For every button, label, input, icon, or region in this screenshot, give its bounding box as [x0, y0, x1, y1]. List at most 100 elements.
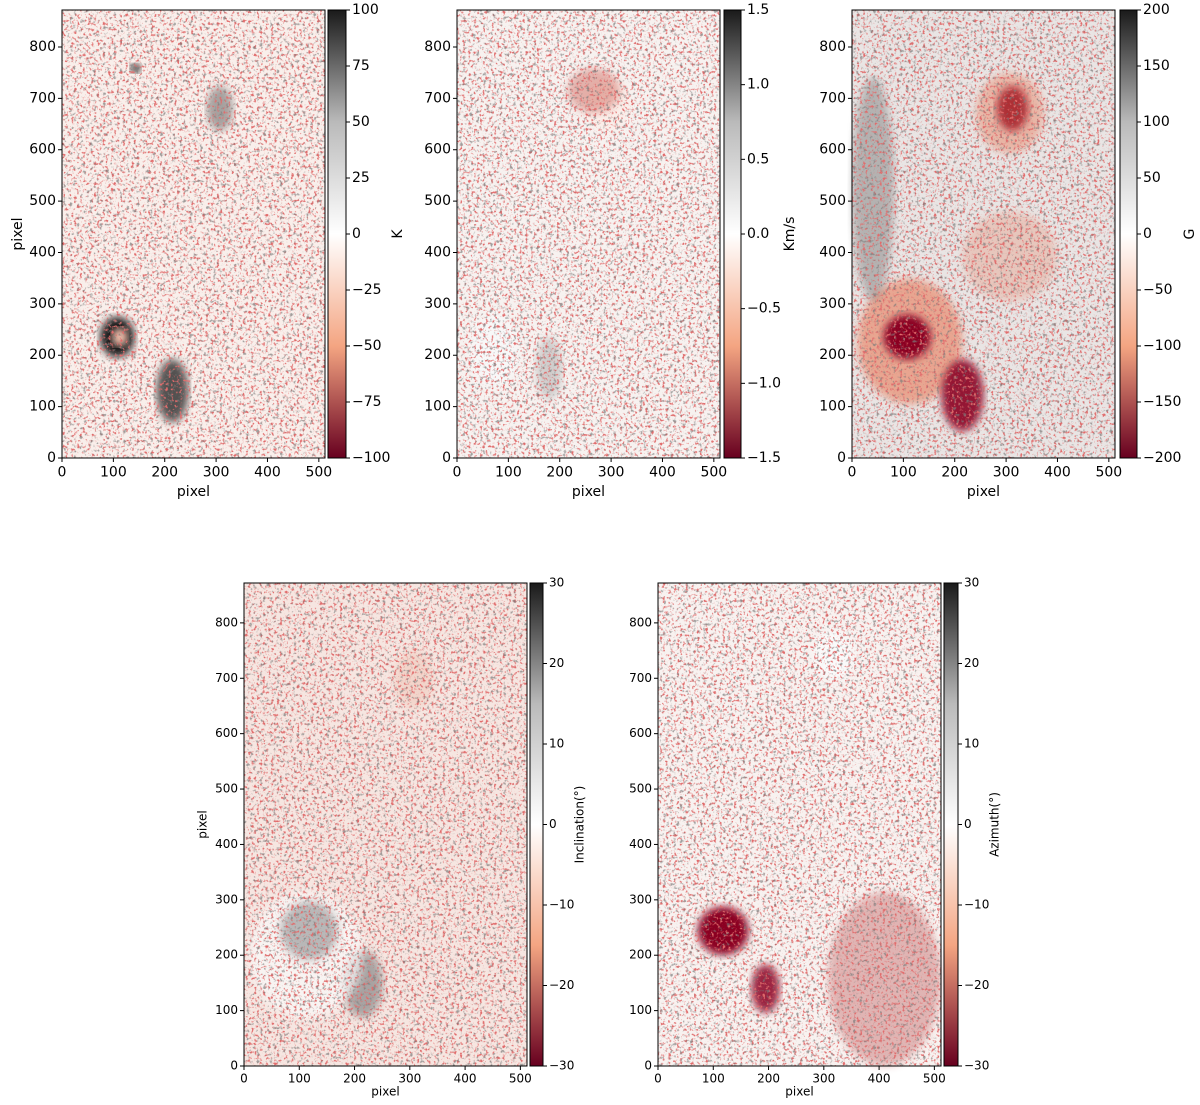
colorbar-tick-label: −30	[549, 1059, 574, 1073]
x-axis-label: pixel	[371, 1085, 399, 1099]
y-axis-label: pixel	[196, 810, 210, 838]
y-tick-label: 700	[29, 90, 56, 106]
x-axis-label: pixel	[785, 1085, 813, 1099]
heatmap-noise	[852, 10, 1115, 458]
plot-frame	[851, 9, 1116, 459]
x-tick-label: 300	[203, 464, 230, 480]
colorbar-tick-label: −0.5	[747, 301, 781, 317]
plot-frame	[61, 9, 326, 459]
colorbar-tick-label: 100	[1143, 114, 1170, 130]
y-tick-label: 800	[215, 615, 238, 629]
y-tick-label: 400	[629, 837, 652, 851]
colorbar-tick-label: −1.5	[747, 450, 781, 466]
y-tick-label: 300	[819, 296, 846, 312]
y-tick-label: 100	[29, 399, 56, 415]
colorbar-tick-label: −100	[352, 450, 390, 466]
x-tick-label: 100	[495, 464, 522, 480]
y-tick-label: 400	[215, 837, 238, 851]
colorbar-tick-label: −1.0	[747, 375, 781, 391]
y-tick-label: 0	[442, 450, 451, 466]
x-tick-label: 0	[58, 464, 67, 480]
x-tick-label: 200	[941, 464, 968, 480]
y-tick-label: 800	[29, 39, 56, 55]
y-tick-label: 600	[629, 726, 652, 740]
y-tick-label: 200	[215, 948, 238, 962]
colorbar	[529, 582, 544, 1067]
colorbar-tick-label: −10	[549, 898, 574, 912]
colorbar-tick-label: 0	[549, 817, 557, 831]
colorbar-tick-label: 10	[549, 737, 564, 751]
heatmap-noise	[658, 583, 941, 1066]
y-tick-label: 700	[819, 90, 846, 106]
y-tick-label: 400	[424, 244, 451, 260]
heatmap-noise	[244, 583, 527, 1066]
colorbar-label: G	[1182, 229, 1198, 240]
y-tick-label: 300	[29, 296, 56, 312]
x-axis-label: pixel	[177, 484, 210, 500]
x-axis-label: pixel	[967, 484, 1000, 500]
x-tick-label: 100	[890, 464, 917, 480]
x-tick-label: 0	[654, 1072, 662, 1086]
colorbar-tick-label: −50	[1143, 282, 1173, 298]
y-tick-label: 100	[424, 399, 451, 415]
x-tick-label: 300	[398, 1072, 421, 1086]
colorbar-tick-label: 75	[352, 58, 370, 74]
y-tick-label: 600	[819, 142, 846, 158]
colorbar-label: K	[390, 229, 406, 239]
y-tick-label: 700	[629, 671, 652, 685]
colorbar-tick-label: −30	[964, 1059, 989, 1073]
colorbar	[723, 9, 742, 459]
y-tick-label: 700	[215, 671, 238, 685]
colorbar-tick-label: −25	[352, 282, 382, 298]
y-tick-label: 400	[819, 244, 846, 260]
colorbar-tick-label: 25	[352, 170, 370, 186]
colorbar-tick-label: 100	[352, 2, 379, 18]
colorbar-tick-label: 50	[352, 114, 370, 130]
colorbar-tick-label: −75	[352, 394, 382, 410]
y-tick-label: 800	[819, 39, 846, 55]
y-tick-label: 400	[29, 244, 56, 260]
colorbar-tick-label: −20	[549, 978, 574, 992]
y-tick-label: 100	[215, 1003, 238, 1017]
colorbar-tick-label: 200	[1143, 2, 1170, 18]
y-tick-label: 300	[215, 892, 238, 906]
x-tick-label: 500	[1095, 464, 1122, 480]
colorbar	[327, 9, 347, 459]
colorbar-tick-label: 0.0	[747, 226, 769, 242]
x-tick-label: 500	[509, 1072, 532, 1086]
colorbar-tick-label: 1.0	[747, 77, 769, 93]
y-tick-label: 500	[819, 193, 846, 209]
x-tick-label: 200	[343, 1072, 366, 1086]
x-tick-label: 100	[288, 1072, 311, 1086]
colorbar-tick-label: 0	[1143, 226, 1152, 242]
plot-frame	[243, 582, 528, 1067]
y-tick-label: 200	[629, 948, 652, 962]
y-tick-label: 200	[29, 347, 56, 363]
y-tick-label: 300	[424, 296, 451, 312]
y-tick-label: 100	[819, 399, 846, 415]
y-tick-label: 700	[424, 90, 451, 106]
colorbar-label: Inclination(°)	[573, 786, 587, 864]
x-tick-label: 200	[151, 464, 178, 480]
colorbar-label: Km/s	[782, 217, 798, 252]
x-tick-label: 400	[254, 464, 281, 480]
y-tick-label: 500	[215, 782, 238, 796]
colorbar-tick-label: 30	[964, 576, 979, 590]
x-tick-label: 0	[240, 1072, 248, 1086]
x-tick-label: 100	[100, 464, 127, 480]
x-tick-label: 500	[923, 1072, 946, 1086]
x-tick-label: 100	[702, 1072, 725, 1086]
x-tick-label: 0	[453, 464, 462, 480]
colorbar-tick-label: 1.5	[747, 2, 769, 18]
plot-frame	[456, 9, 721, 459]
y-tick-label: 200	[819, 347, 846, 363]
colorbar-label: Azimuth(°)	[988, 792, 1002, 857]
colorbar-tick-label: 30	[549, 576, 564, 590]
x-tick-label: 400	[649, 464, 676, 480]
y-tick-label: 800	[424, 39, 451, 55]
x-tick-label: 400	[868, 1072, 891, 1086]
y-tick-label: 100	[629, 1003, 652, 1017]
x-tick-label: 300	[993, 464, 1020, 480]
y-tick-label: 500	[629, 782, 652, 796]
